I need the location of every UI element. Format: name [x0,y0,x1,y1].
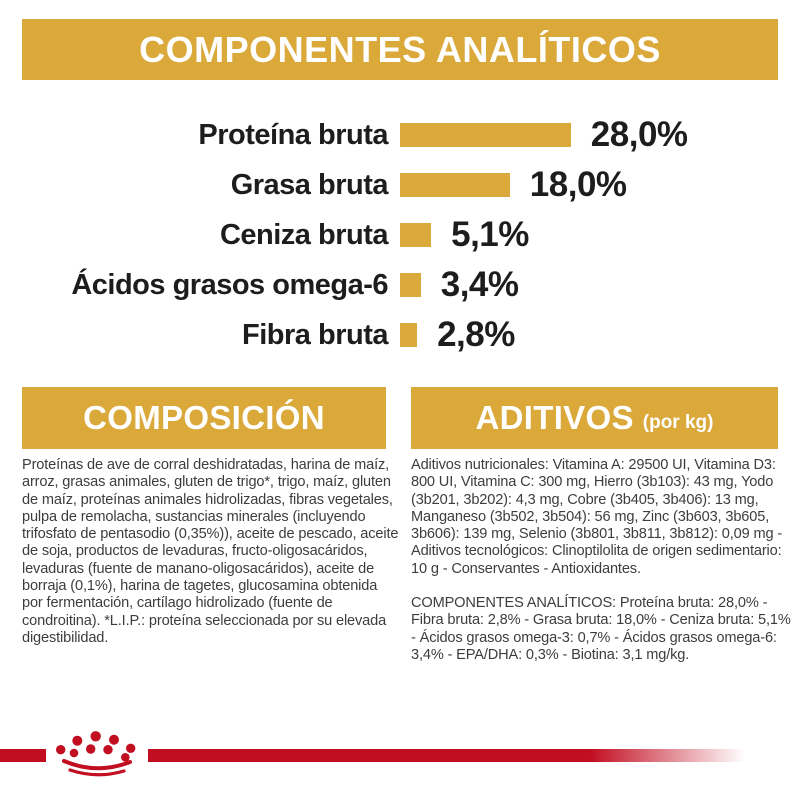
composition-title: COMPOSICIÓN [83,399,325,436]
chart-bar [400,173,510,197]
chart-category-label: Ceniza bruta [219,218,389,251]
composition-text: Proteínas de ave de corral deshidratadas… [22,457,399,646]
chart-category-label: Proteína bruta [198,118,388,151]
analytical-components-header: COMPONENTES ANALÍTICOS [22,19,778,80]
chart-row: Ceniza bruta 5,1% [0,210,800,260]
chart-bar [400,273,421,297]
chart-row: Ácidos grasos omega-6 3,4% [0,260,800,310]
red-band-left [0,749,46,762]
additives-text: Aditivos nutricionales: Vitamina A: 2950… [411,457,783,577]
chart-value-label: 2,8% [437,315,515,354]
royal-canin-crown-icon [56,731,136,777]
chart-row: Proteína bruta 28,0% [0,110,800,160]
additives-analytical-text: COMPONENTES ANALÍTICOS: Proteína bruta: … [411,595,791,663]
analytical-components-chart: Proteína bruta 28,0% Grasa bruta 18,0% Ceniz… [0,110,800,360]
chart-value-label: 18,0% [529,165,627,204]
chart-bar [400,323,418,347]
additives-unit-label: (por kg) [642,412,714,433]
chart-bar [400,123,571,147]
chart-category-label: Grasa bruta [230,168,389,201]
chart-value-label: 3,4% [440,265,519,304]
chart-category-label: Ácidos grasos omega-6 [71,268,388,301]
chart-bar [400,223,432,247]
chart-category-label: Fibra bruta [242,318,388,351]
analytical-components-title: COMPONENTES ANALÍTICOS [139,28,661,70]
chart-row: Grasa bruta 18,0% [0,160,800,210]
additives-title: ADITIVOS [475,399,634,436]
chart-value-label: 5,1% [451,215,529,254]
chart-row: Fibra bruta 2,8% [0,310,800,360]
chart-value-label: 28,0% [590,115,688,154]
additives-header: ADITIVOS (por kg) [411,387,778,449]
composition-header: COMPOSICIÓN [22,387,386,449]
red-band-right [148,749,745,762]
